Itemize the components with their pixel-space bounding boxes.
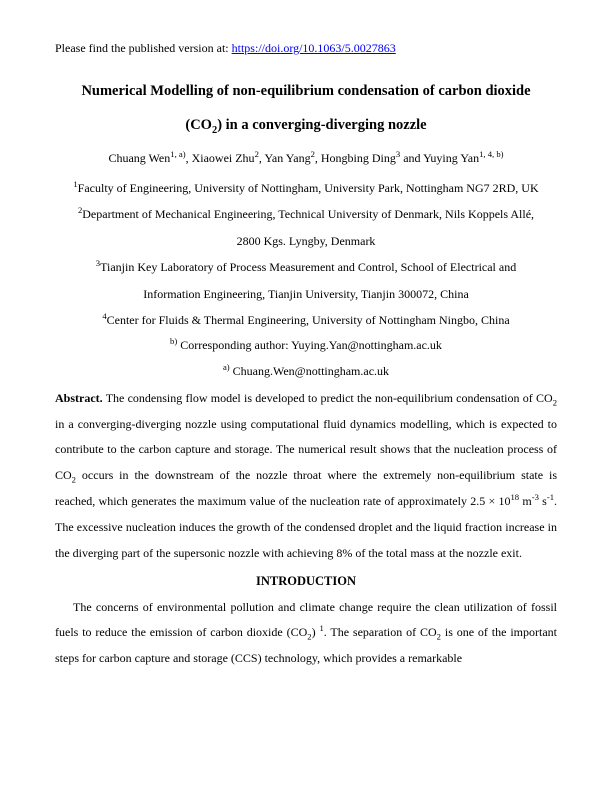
sep: and <box>400 151 423 165</box>
author-2: Xiaowei Zhu <box>192 151 255 165</box>
corresp-a-sup: a) <box>223 362 230 372</box>
author-5: Yuying Yan <box>423 151 479 165</box>
title-line-1: Numerical Modelling of non-equilibrium c… <box>81 83 530 99</box>
page-root: Please find the published version at: ht… <box>0 0 612 708</box>
author-1-sup: 1, a) <box>170 149 185 159</box>
abs-sup18: 18 <box>510 492 519 502</box>
affiliation-1: 1Faculty of Engineering, University of N… <box>55 175 557 201</box>
affil-2b-text: 2800 Kgs. Lyngby, Denmark <box>237 234 376 248</box>
abs-t4: m <box>519 494 532 508</box>
affil-2a-text: Department of Mechanical Engineering, Te… <box>82 207 534 221</box>
intro-paragraph: The concerns of environmental pollution … <box>55 595 557 672</box>
affiliation-2: 2Department of Mechanical Engineering, T… <box>55 201 557 254</box>
affil-3b-text: Information Engineering, Tianjin Univers… <box>143 287 469 301</box>
abstract-label: Abstract. <box>55 391 103 405</box>
doi-link[interactable]: https://doi.org/10.1063/5.0027863 <box>232 41 396 55</box>
author-3: Yan Yang <box>264 151 310 165</box>
title-line-2b: ) in a converging-diverging nozzle <box>217 117 426 133</box>
affil-3a-text: Tianjin Key Laboratory of Process Measur… <box>100 260 516 274</box>
corresponding-b: b) Corresponding author: Yuying.Yan@nott… <box>55 333 557 358</box>
abs-sups1: -1 <box>547 492 554 502</box>
abs-t1: The condensing flow model is developed t… <box>103 391 553 405</box>
author-5-sup: 1, 4, b) <box>479 149 503 159</box>
paper-title: Numerical Modelling of non-equilibrium c… <box>55 75 557 142</box>
abs-t3: occurs in the downstream of the nozzle t… <box>55 468 557 508</box>
header-prefix: Please find the published version at: <box>55 41 232 55</box>
affil-4-text: Center for Fluids & Thermal Engineering,… <box>107 313 510 327</box>
corresp-b-text: Corresponding author: Yuying.Yan@notting… <box>177 338 442 352</box>
abs-supm3: -3 <box>532 492 539 502</box>
section-heading-intro: INTRODUCTION <box>55 568 557 594</box>
affiliation-3: 3Tianjin Key Laboratory of Process Measu… <box>55 254 557 307</box>
affil-1-text: Faculty of Engineering, University of No… <box>78 181 539 195</box>
abs-t5: s <box>539 494 547 508</box>
author-list: Chuang Wen1, a), Xiaowei Zhu2, Yan Yang2… <box>55 146 557 171</box>
title-line-2a: (CO <box>185 117 212 133</box>
affiliation-4: 4Center for Fluids & Thermal Engineering… <box>55 307 557 333</box>
author-4: Hongbing Ding <box>321 151 396 165</box>
header-note: Please find the published version at: ht… <box>55 36 557 61</box>
abstract: Abstract. The condensing flow model is d… <box>55 386 557 567</box>
corresp-a-text: Chuang.Wen@nottingham.ac.uk <box>230 364 389 378</box>
intro-t3: . The separation of CO <box>324 625 437 639</box>
abs-sub1: 2 <box>553 397 557 407</box>
author-1: Chuang Wen <box>108 151 170 165</box>
corresponding-a: a) Chuang.Wen@nottingham.ac.uk <box>55 359 557 384</box>
